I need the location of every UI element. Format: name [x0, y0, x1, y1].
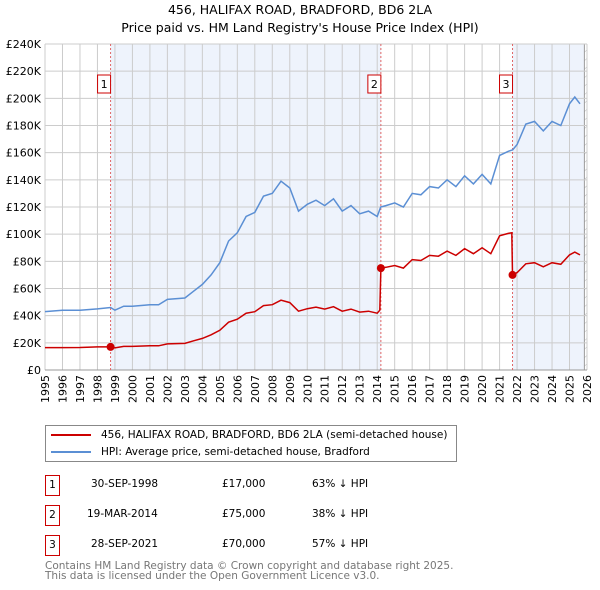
- chart-subtitle: Price paid vs. HM Land Registry's House …: [121, 20, 479, 35]
- sale-point: [508, 270, 517, 279]
- y-tick-label: £80K: [13, 255, 42, 268]
- y-tick-label: £60K: [13, 283, 42, 296]
- sale-label-box: [97, 74, 112, 94]
- sale-hpi-diff: 38% ↓ HPI: [312, 508, 369, 520]
- sale-label: 1: [101, 78, 108, 91]
- x-tick-label: 2002: [161, 375, 174, 403]
- legend-swatch-red: [51, 434, 91, 436]
- legend-item-property: 456, HALIFAX ROAD, BRADFORD, BD6 2LA (se…: [51, 427, 447, 443]
- sale-price: £75,000: [222, 508, 266, 520]
- x-tick-label: 2010: [301, 375, 314, 403]
- x-tick-label: 2004: [196, 375, 209, 403]
- x-tick-label: 2005: [214, 375, 227, 403]
- footer-copyright: Contains HM Land Registry data © Crown c…: [45, 560, 454, 572]
- y-tick-label: £180K: [6, 120, 42, 133]
- x-tick-label: 2011: [319, 375, 332, 403]
- sale-point: [376, 264, 385, 273]
- x-tick-label: 1996: [56, 375, 69, 403]
- x-tick-label: 1995: [39, 375, 52, 403]
- x-tick-label: 2019: [459, 375, 472, 403]
- price-chart: 1995 1996 1997 1998 1999 2000 2001 2002 2003 2004…: [6, 38, 594, 403]
- transaction-row: 2 19-MAR-2014 £75,000 38% ↓ HPI: [45, 505, 465, 527]
- sale-label-box: [499, 74, 514, 94]
- x-tick-label: 2017: [424, 375, 437, 403]
- x-tick-label: 2001: [144, 375, 157, 403]
- x-tick-label: 2024: [546, 375, 559, 403]
- price-paid-line: [45, 231, 581, 349]
- y-tick-label: £100K: [6, 228, 42, 241]
- x-tick-label: 2003: [179, 375, 192, 403]
- x-tick-label: 2025: [564, 375, 577, 403]
- x-tick-label: 1998: [91, 375, 104, 403]
- x-tick-label: 2007: [249, 375, 262, 403]
- x-tick-label: 2021: [494, 375, 507, 403]
- sale-price: £17,000: [222, 478, 266, 490]
- x-tick-label: 2000: [126, 375, 139, 403]
- x-tick-label: 2020: [476, 375, 489, 403]
- x-tick-label: 2014: [371, 375, 384, 403]
- footer-licence: This data is licensed under the Open Gov…: [45, 570, 380, 582]
- legend-item-hpi: HPI: Average price, semi-detached house,…: [51, 444, 370, 460]
- x-tick-label: 2026: [581, 375, 594, 403]
- sale-hpi-diff: 63% ↓ HPI: [312, 478, 369, 490]
- chart-legend: 456, HALIFAX ROAD, BRADFORD, BD6 2LA (se…: [45, 425, 457, 462]
- x-tick-label: 1999: [109, 375, 122, 403]
- legend-label: 456, HALIFAX ROAD, BRADFORD, BD6 2LA (se…: [101, 429, 448, 441]
- y-tick-label: £40K: [13, 310, 42, 323]
- x-tick-label: 2013: [354, 375, 367, 403]
- x-tick-label: 2009: [284, 375, 297, 403]
- sale-badge: 1: [45, 475, 60, 496]
- x-tick-label: 2012: [336, 375, 349, 403]
- sale-label-box: [367, 74, 382, 94]
- sale-price: £70,000: [222, 538, 266, 550]
- sale-badge: 3: [45, 535, 60, 556]
- y-tick-label: £220K: [6, 65, 42, 78]
- sale-badge: 2: [45, 505, 60, 526]
- x-tick-label: 2016: [406, 375, 419, 403]
- hpi-line: [44, 95, 581, 313]
- x-tick-label: 2015: [389, 375, 402, 403]
- legend-label: HPI: Average price, semi-detached house,…: [101, 446, 370, 458]
- chart-title: 456, HALIFAX ROAD, BRADFORD, BD6 2LA: [167, 2, 433, 17]
- x-tick-label: 2008: [266, 375, 279, 403]
- transaction-row: 3 28-SEP-2021 £70,000 57% ↓ HPI: [45, 535, 465, 557]
- x-tick-label: 1997: [74, 375, 87, 403]
- y-tick-label: £200K: [6, 92, 42, 105]
- x-tick-label: 2023: [529, 375, 542, 403]
- sale-date: 28-SEP-2021: [91, 538, 159, 550]
- y-tick-label: £0: [27, 364, 41, 377]
- x-tick-label: 2018: [441, 375, 454, 403]
- sale-hpi-diff: 57% ↓ HPI: [312, 538, 369, 550]
- sale-date: 30-SEP-1998: [91, 478, 159, 490]
- sale-label: 3: [503, 78, 510, 91]
- x-tick-label: 2022: [511, 375, 524, 403]
- x-tick-label: 2006: [231, 375, 244, 403]
- y-tick-label: £240K: [6, 38, 42, 51]
- sale-point: [106, 342, 115, 351]
- y-tick-label: £20K: [13, 337, 42, 350]
- y-tick-label: £160K: [6, 147, 42, 160]
- y-tick-label: £120K: [6, 201, 42, 214]
- legend-swatch-blue: [51, 451, 91, 453]
- sale-date: 19-MAR-2014: [87, 508, 158, 520]
- y-tick-label: £140K: [6, 174, 42, 187]
- transaction-row: 1 30-SEP-1998 £17,000 63% ↓ HPI: [45, 475, 465, 497]
- sale-label: 2: [371, 78, 378, 91]
